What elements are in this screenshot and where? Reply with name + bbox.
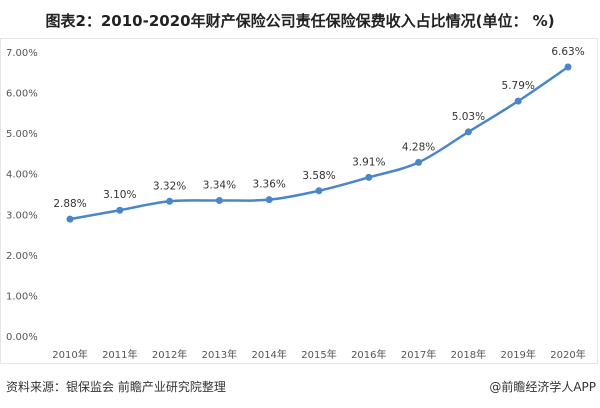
x-tick-label: 2010年 xyxy=(52,348,87,361)
chart-frame xyxy=(0,38,598,364)
chart-title: 图表2：2010-2020年财产保险公司责任保险保费收入占比情况(单位： %) xyxy=(45,12,555,30)
data-label: 3.32% xyxy=(153,180,186,192)
data-label: 6.63% xyxy=(551,46,584,58)
x-tick-label: 2019年 xyxy=(500,348,535,361)
data-point xyxy=(116,206,124,214)
data-label: 4.28% xyxy=(402,141,435,153)
y-tick-label: 7.00% xyxy=(6,48,38,59)
data-point xyxy=(564,63,572,71)
data-label: 3.34% xyxy=(203,179,236,191)
data-label: 3.10% xyxy=(103,189,136,201)
data-label: 2.88% xyxy=(53,198,86,210)
x-tick-label: 2015年 xyxy=(301,348,336,361)
x-tick-label: 2018年 xyxy=(451,348,486,361)
data-point xyxy=(365,173,373,181)
y-tick-label: 5.00% xyxy=(6,129,38,140)
x-tick-label: 2017年 xyxy=(401,348,436,361)
x-tick-label: 2013年 xyxy=(202,348,237,361)
data-point xyxy=(315,187,323,195)
data-point xyxy=(66,215,74,223)
series-line xyxy=(69,65,569,221)
data-point xyxy=(514,97,522,105)
x-tick-label: 2014年 xyxy=(251,348,286,361)
data-point xyxy=(464,128,472,136)
y-tick-label: 1.00% xyxy=(6,291,38,302)
y-tick-label: 4.00% xyxy=(6,170,38,181)
x-tick-label: 2012年 xyxy=(152,348,187,361)
data-point xyxy=(415,158,423,166)
source-note: 资料来源：银保监会 前瞻产业研究院整理 xyxy=(6,380,226,394)
y-tick-label: 3.00% xyxy=(6,210,38,221)
data-point xyxy=(166,197,174,205)
data-label: 3.36% xyxy=(253,179,286,191)
data-label: 3.58% xyxy=(302,170,335,182)
y-tick-label: 0.00% xyxy=(6,332,38,343)
credit-note: @前瞻经济学人APP xyxy=(489,380,596,394)
x-tick-label: 2011年 xyxy=(102,348,137,361)
x-tick-label: 2020年 xyxy=(550,348,585,361)
data-label: 5.03% xyxy=(452,111,485,123)
data-point xyxy=(265,196,273,204)
x-tick-label: 2016年 xyxy=(351,348,386,361)
data-label: 5.79% xyxy=(502,80,535,92)
data-point xyxy=(215,196,223,204)
data-label: 3.91% xyxy=(352,156,385,168)
y-tick-label: 2.00% xyxy=(6,251,38,262)
y-tick-label: 6.00% xyxy=(6,89,38,100)
